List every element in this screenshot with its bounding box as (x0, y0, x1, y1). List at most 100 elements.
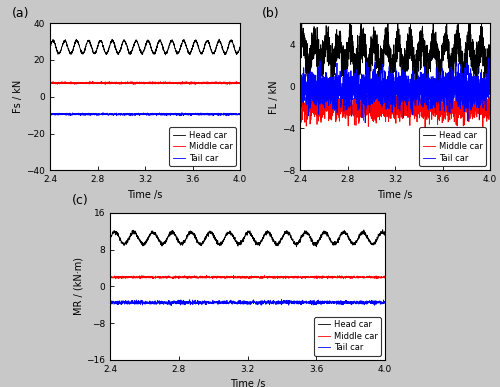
Middle car (197, 81, 203, 86)
Tail car (297, 104, 303, 108)
Tail car (107, 302, 113, 307)
Middle car (56, 82, 62, 86)
Middle car (447, 118, 453, 122)
Line: Head car: Head car (300, 9, 490, 104)
Tail car (140, 112, 145, 116)
Middle car (374, 275, 380, 279)
Middle car (107, 275, 113, 279)
Text: (b): (b) (262, 7, 280, 20)
Head car (374, 235, 380, 239)
Head car (324, 231, 330, 236)
Middle car (237, 81, 243, 86)
Middle car (324, 276, 330, 281)
Head car (234, 240, 239, 244)
Head car (162, 53, 168, 57)
Head car (134, 40, 140, 45)
Head car (447, 61, 453, 66)
Tail car (278, 297, 284, 302)
Head car (384, 38, 390, 43)
Head car (294, 245, 300, 249)
Head car (306, 67, 312, 72)
Middle car (324, 275, 330, 279)
Tail car (384, 83, 390, 87)
Legend: Head car, Middle car, Tail car: Head car, Middle car, Tail car (314, 317, 381, 356)
Legend: Head car, Middle car, Tail car: Head car, Middle car, Tail car (420, 127, 486, 166)
Head car (232, 47, 237, 51)
Head car (382, 232, 388, 237)
Middle car (241, 276, 247, 280)
Tail car (180, 113, 186, 118)
Head car (56, 51, 62, 56)
Head car (240, 237, 246, 242)
Tail car (487, 81, 493, 86)
Middle car (232, 81, 237, 86)
Head car (482, 75, 488, 79)
Y-axis label: Fs / kN: Fs / kN (14, 80, 24, 113)
Head car (107, 235, 113, 240)
Tail car (232, 112, 237, 116)
Middle car (234, 275, 239, 280)
Tail car (362, 120, 368, 125)
Head car (47, 45, 53, 50)
Tail car (134, 112, 140, 116)
Middle car (47, 80, 53, 85)
Middle car (424, 83, 430, 87)
Middle car (232, 80, 237, 85)
Middle car (382, 275, 388, 279)
Tail car (234, 301, 239, 305)
Head car (216, 37, 222, 41)
Tail car (168, 303, 174, 308)
Tail car (56, 112, 62, 116)
Text: (c): (c) (72, 194, 88, 207)
Head car (196, 49, 202, 53)
Head car (430, 7, 436, 11)
Line: Tail car: Tail car (50, 113, 240, 116)
Middle car (134, 80, 140, 84)
Middle car (121, 275, 127, 279)
Middle car (374, 276, 380, 280)
Tail car (241, 299, 247, 303)
Tail car (446, 82, 452, 86)
Line: Middle car: Middle car (300, 85, 490, 128)
Head car (297, 51, 303, 55)
Middle car (140, 80, 145, 85)
Tail car (482, 80, 488, 84)
Tail car (197, 113, 203, 117)
Middle car (422, 125, 428, 130)
X-axis label: Time /s: Time /s (230, 379, 265, 387)
Tail car (374, 300, 380, 305)
Middle car (482, 115, 488, 120)
Legend: Head car, Middle car, Tail car: Head car, Middle car, Tail car (170, 127, 236, 166)
Tail car (306, 86, 312, 91)
Tail car (47, 111, 53, 116)
Line: Tail car: Tail car (110, 300, 385, 305)
Middle car (390, 100, 396, 105)
Middle car (487, 109, 493, 114)
Head car (482, 44, 488, 49)
Head car (232, 46, 237, 51)
Tail car (324, 300, 330, 304)
Head car (140, 51, 145, 55)
Line: Head car: Head car (110, 230, 385, 247)
Middle car (139, 273, 145, 278)
X-axis label: Time /s: Time /s (378, 190, 412, 200)
X-axis label: Time /s: Time /s (128, 190, 162, 200)
Middle car (192, 82, 198, 87)
Line: Tail car: Tail car (300, 58, 490, 123)
Line: Head car: Head car (50, 39, 240, 55)
Tail car (390, 79, 396, 83)
Head car (237, 45, 243, 49)
Middle car (384, 109, 390, 113)
Middle car (297, 102, 303, 107)
Tail car (486, 56, 492, 60)
Text: (a): (a) (12, 7, 29, 20)
Tail car (121, 301, 127, 305)
Head car (390, 68, 396, 73)
Head car (374, 237, 380, 242)
Y-axis label: FL / kN: FL / kN (269, 80, 279, 113)
Tail car (374, 301, 380, 305)
Tail car (382, 300, 388, 305)
Head car (121, 243, 127, 247)
Tail car (482, 91, 488, 96)
Y-axis label: MR / (kN·m): MR / (kN·m) (74, 257, 84, 315)
